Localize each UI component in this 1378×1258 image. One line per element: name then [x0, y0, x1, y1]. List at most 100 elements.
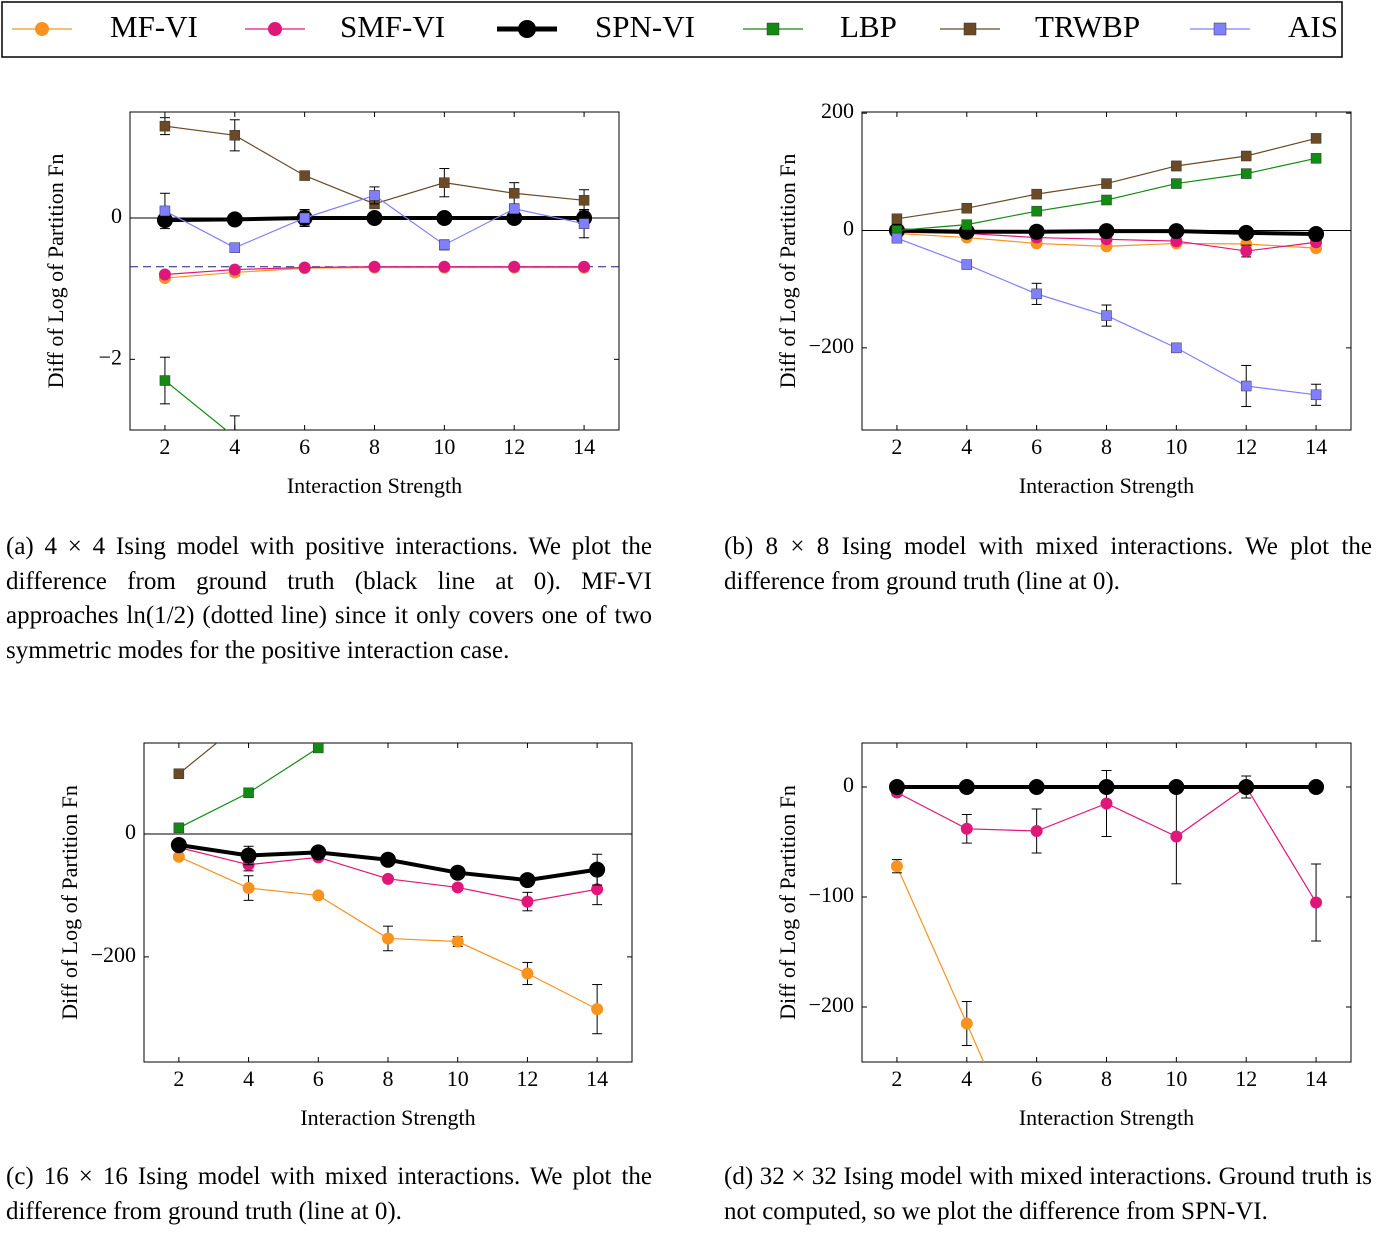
marker — [1308, 779, 1325, 795]
marker — [1101, 178, 1112, 189]
y-tick-label: −2 — [99, 344, 122, 369]
x-tick-label: 6 — [1031, 434, 1042, 459]
x-tick-label: 6 — [1031, 1066, 1042, 1091]
legend-marker — [35, 22, 49, 36]
marker — [1238, 224, 1255, 241]
marker — [1310, 896, 1323, 909]
marker — [519, 872, 536, 889]
marker — [382, 932, 394, 945]
x-tick-label: 10 — [1165, 1066, 1187, 1091]
marker — [159, 205, 171, 217]
x-tick-label: 8 — [1101, 1066, 1112, 1091]
marker — [243, 787, 254, 799]
x-tick-label: 4 — [243, 1066, 254, 1091]
x-tick-label: 12 — [1235, 434, 1257, 459]
marker — [589, 861, 606, 878]
x-tick-label: 6 — [313, 1066, 324, 1091]
marker — [170, 837, 187, 854]
marker — [578, 260, 591, 273]
legend-box — [1, 1, 1343, 58]
legend-marker — [518, 20, 536, 38]
marker — [1310, 133, 1322, 144]
caption: (b) 8 × 8 Ising model with mixed interac… — [724, 533, 1372, 595]
marker — [226, 211, 243, 228]
error-bar — [229, 415, 240, 430]
marker — [451, 881, 464, 894]
marker — [578, 195, 590, 206]
marker — [439, 177, 450, 188]
marker — [159, 375, 171, 386]
x-tick-label: 12 — [503, 434, 525, 459]
marker — [229, 130, 241, 141]
marker — [299, 170, 310, 181]
marker — [228, 263, 241, 276]
y-tick-label: 0 — [125, 819, 136, 844]
marker — [1168, 779, 1185, 795]
marker — [960, 822, 973, 835]
marker — [439, 239, 450, 251]
x-tick-label: 2 — [891, 434, 902, 459]
x-axis-label: Interaction Strength — [1019, 473, 1194, 498]
y-axis-label: Diff of Log of Partition Fn — [775, 154, 800, 389]
x-tick-label: 10 — [433, 434, 455, 459]
x-tick-label: 8 — [369, 434, 380, 459]
legend-label: SPN-VI — [595, 9, 695, 44]
marker — [1031, 188, 1042, 200]
marker — [173, 822, 185, 834]
caption: (c) 16 × 16 Ising model with mixed inter… — [6, 1163, 652, 1225]
legend-marker — [1213, 22, 1227, 36]
legend-label: MF-VI — [110, 9, 198, 44]
marker — [299, 212, 310, 224]
marker — [888, 779, 905, 795]
plot-area — [888, 770, 1325, 1062]
marker — [1240, 380, 1252, 392]
marker — [891, 232, 903, 244]
y-tick-label: 0 — [111, 203, 122, 228]
caption: (d) 32 × 32 Ising model with mixed inter… — [724, 1163, 1372, 1225]
x-tick-label: 6 — [299, 434, 310, 459]
marker — [521, 895, 534, 908]
marker — [313, 743, 324, 754]
y-axis-label: Diff of Log of Partition Fn — [43, 154, 68, 389]
y-tick-label: −200 — [809, 333, 854, 358]
marker — [158, 268, 171, 281]
y-tick-label: 200 — [821, 98, 854, 123]
marker — [1098, 223, 1115, 240]
marker — [1240, 150, 1252, 162]
marker — [298, 261, 311, 274]
marker — [958, 779, 975, 795]
marker — [436, 210, 453, 226]
y-tick-label: 0 — [843, 772, 854, 797]
marker — [1310, 389, 1322, 401]
marker — [1168, 223, 1185, 240]
marker — [229, 242, 241, 253]
marker — [240, 847, 257, 864]
marker — [591, 1003, 604, 1016]
series-line — [178, 743, 218, 775]
marker — [1310, 153, 1322, 164]
marker — [1240, 245, 1253, 258]
y-tick-label: −200 — [91, 942, 136, 967]
marker — [591, 883, 604, 896]
marker — [961, 219, 973, 230]
marker — [1031, 205, 1042, 217]
marker — [1028, 223, 1045, 240]
marker — [382, 872, 394, 885]
x-tick-label: 4 — [961, 434, 972, 459]
legend-label: LBP — [840, 9, 897, 44]
marker — [508, 188, 520, 199]
y-tick-label: −200 — [809, 992, 854, 1017]
legend-marker — [963, 22, 977, 36]
x-tick-label: 10 — [447, 1066, 469, 1091]
marker — [1238, 779, 1255, 795]
marker — [380, 851, 396, 868]
marker — [1171, 160, 1182, 172]
marker — [1171, 178, 1182, 189]
plot-frame — [143, 742, 633, 1063]
marker — [1171, 342, 1182, 354]
marker — [172, 850, 185, 863]
legend-label: TRWBP — [1035, 9, 1140, 44]
marker — [961, 202, 973, 214]
x-tick-label: 14 — [1305, 1066, 1327, 1091]
